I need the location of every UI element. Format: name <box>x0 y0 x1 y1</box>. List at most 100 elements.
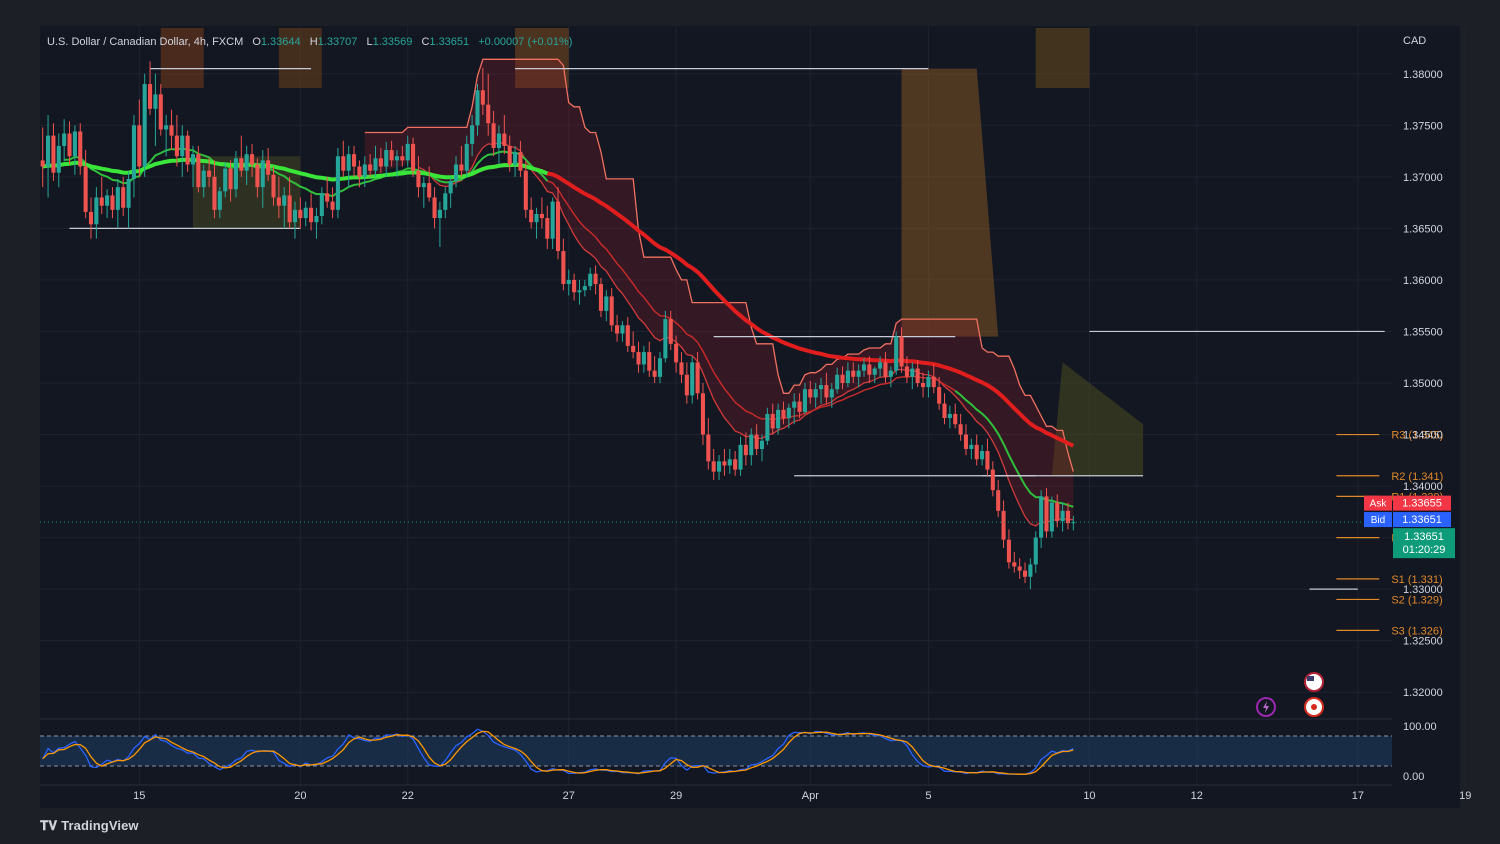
candle-body[interactable] <box>690 362 695 396</box>
candle-body[interactable] <box>829 389 834 398</box>
candle-body[interactable] <box>759 440 765 449</box>
candle-body[interactable] <box>824 385 829 398</box>
candle-body[interactable] <box>394 156 400 161</box>
candle-body[interactable] <box>223 168 228 192</box>
candle-body[interactable] <box>700 393 705 435</box>
candle-body[interactable] <box>861 364 867 371</box>
candle-body[interactable] <box>926 376 931 388</box>
candle-body[interactable] <box>845 370 850 383</box>
candle-body[interactable] <box>990 469 995 491</box>
candle-body[interactable] <box>121 187 126 208</box>
candle-body[interactable] <box>878 362 883 369</box>
candle-body[interactable] <box>249 154 255 165</box>
candle-body[interactable] <box>314 216 319 223</box>
candle-body[interactable] <box>872 368 877 375</box>
candle-body[interactable] <box>292 209 298 223</box>
candle-body[interactable] <box>105 195 110 206</box>
candle-body[interactable] <box>427 183 432 198</box>
candle-body[interactable] <box>529 209 534 223</box>
candle-body[interactable] <box>46 135 51 167</box>
candle-body[interactable] <box>244 154 249 171</box>
candle-body[interactable] <box>491 123 496 148</box>
candle-body[interactable] <box>754 434 759 449</box>
candle-body[interactable] <box>647 352 652 371</box>
oscillator-pane[interactable]: 100.00 0.00 <box>40 718 1437 783</box>
candle-body[interactable] <box>99 197 104 206</box>
candle-body[interactable] <box>330 201 335 210</box>
candle-body[interactable] <box>1001 510 1006 540</box>
candle-body[interactable] <box>663 319 668 359</box>
candle-body[interactable] <box>561 251 566 285</box>
candle-body[interactable] <box>894 336 899 371</box>
candle-body[interactable] <box>1017 566 1022 571</box>
candle-body[interactable] <box>405 143 410 161</box>
candle-body[interactable] <box>598 284 603 311</box>
candle-body[interactable] <box>282 195 287 206</box>
candle-body[interactable] <box>1065 510 1071 524</box>
candle-body[interactable] <box>207 170 212 177</box>
candle-body[interactable] <box>137 125 142 167</box>
candle-body[interactable] <box>266 160 271 175</box>
candle-body[interactable] <box>169 125 174 136</box>
candle-body[interactable] <box>373 158 378 171</box>
candle-body[interactable] <box>910 368 915 377</box>
candle-body[interactable] <box>781 409 786 419</box>
candle-body[interactable] <box>40 160 45 167</box>
candle-body[interactable] <box>797 401 802 412</box>
candle-body[interactable] <box>867 364 872 375</box>
candle-body[interactable] <box>346 154 351 171</box>
candle-body[interactable] <box>802 389 807 412</box>
candle-body[interactable] <box>604 296 609 311</box>
candle-body[interactable] <box>115 187 120 210</box>
candle-body[interactable] <box>722 461 727 466</box>
candle-body[interactable] <box>432 197 437 219</box>
candle-body[interactable] <box>534 213 539 223</box>
candle-body[interactable] <box>657 358 663 377</box>
candle-body[interactable] <box>679 362 684 375</box>
tradingview-logo[interactable]: 𝐓𝐕 TradingView <box>40 818 139 834</box>
candle-body[interactable] <box>453 164 459 181</box>
candle-body[interactable] <box>1071 522 1076 524</box>
candle-body[interactable] <box>1049 502 1054 532</box>
candle-body[interactable] <box>609 296 614 326</box>
candle-body[interactable] <box>969 444 974 449</box>
candle-body[interactable] <box>389 150 394 161</box>
candle-body[interactable] <box>883 362 888 377</box>
candle-body[interactable] <box>448 180 453 194</box>
candle-body[interactable] <box>792 401 797 408</box>
candle-body[interactable] <box>808 389 813 398</box>
candle-body[interactable] <box>539 213 544 219</box>
candle-body[interactable] <box>217 191 222 210</box>
candle-body[interactable] <box>437 209 442 219</box>
candle-body[interactable] <box>62 133 67 146</box>
candle-body[interactable] <box>496 133 502 148</box>
candle-body[interactable] <box>459 164 464 171</box>
candle-body[interactable] <box>88 211 94 225</box>
candle-body[interactable] <box>255 164 260 188</box>
candle-body[interactable] <box>738 444 743 470</box>
candle-body[interactable] <box>947 413 952 419</box>
candle-body[interactable] <box>228 168 233 190</box>
candle-body[interactable] <box>78 131 83 167</box>
candle-body[interactable] <box>110 195 115 210</box>
candle-body[interactable] <box>625 325 630 346</box>
candle-body[interactable] <box>325 193 330 202</box>
candle-body[interactable] <box>309 207 314 223</box>
candle-body[interactable] <box>56 145 61 173</box>
candle-body[interactable] <box>641 352 646 365</box>
candle-body[interactable] <box>67 133 72 157</box>
candle-body[interactable] <box>72 131 77 157</box>
candle-body[interactable] <box>593 273 598 285</box>
candle-body[interactable] <box>937 387 942 404</box>
candle-body[interactable] <box>142 84 147 167</box>
candle-body[interactable] <box>749 434 754 456</box>
candle-body[interactable] <box>588 273 593 287</box>
candle-body[interactable] <box>786 407 791 419</box>
candle-body[interactable] <box>287 195 292 223</box>
candle-body[interactable] <box>378 158 383 167</box>
candle-body[interactable] <box>931 376 936 388</box>
candle-body[interactable] <box>835 374 840 390</box>
candle-body[interactable] <box>555 201 561 252</box>
candle-body[interactable] <box>153 94 158 109</box>
